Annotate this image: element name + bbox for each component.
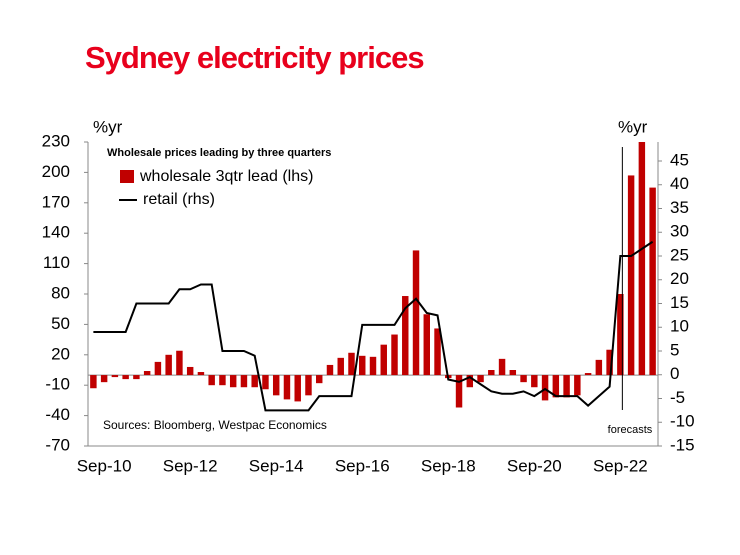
y-tick-label: -70: [45, 435, 70, 454]
y-tick-label: 200: [42, 162, 70, 181]
bar: [186, 366, 194, 376]
y2-tick-label: 45: [670, 150, 689, 169]
bar: [423, 314, 430, 376]
bar: [488, 370, 495, 376]
bar: [272, 375, 280, 396]
bar: [316, 375, 323, 384]
x-tick-label: Sep-12: [163, 456, 218, 475]
y-tick-label: 20: [51, 344, 70, 363]
legend-label: retail (rhs): [143, 191, 215, 208]
x-tick-label: Sep-22: [593, 456, 648, 475]
bar: [229, 375, 237, 388]
legend-swatch: [120, 170, 134, 183]
y-tick-label: 170: [42, 192, 70, 211]
bar: [122, 375, 129, 380]
bar: [165, 354, 172, 376]
bar: [176, 350, 183, 376]
source: Sources: Bloomberg, Westpac Economics: [103, 418, 327, 432]
bar: [305, 375, 312, 396]
y-tick-label: -40: [45, 405, 70, 424]
x-tick-label: Sep-14: [249, 456, 304, 475]
y2-axis-label: %yr: [618, 117, 648, 136]
y-tick-label: 140: [42, 223, 70, 242]
x-tick-label: Sep-20: [507, 456, 562, 475]
y2-tick-label: -5: [670, 388, 685, 407]
legend-label: wholesale 3qtr lead (lhs): [139, 168, 313, 185]
y2-tick-label: 15: [670, 293, 689, 312]
line: [93, 240, 654, 412]
x-tick-label: Sep-10: [77, 456, 132, 475]
forecast-label: forecasts: [608, 424, 653, 436]
y-tick-label: 230: [42, 131, 70, 150]
bar: [133, 375, 140, 380]
bar: [509, 370, 517, 376]
bar: [563, 375, 570, 398]
bar: [154, 361, 162, 376]
bar: [143, 371, 151, 376]
bar: [380, 344, 387, 376]
bar: [219, 375, 226, 386]
y2-tick-label: 20: [670, 269, 689, 288]
bar: [617, 294, 624, 376]
y-tick-label: 80: [51, 283, 70, 302]
y-axis-label: %yr: [93, 117, 123, 136]
y2-tick-label: -15: [670, 435, 695, 454]
bar: [294, 375, 301, 402]
y2-tick-label: 10: [670, 317, 689, 336]
bar: [402, 296, 409, 376]
y2-tick-label: 5: [670, 340, 679, 359]
y2-tick-label: 0: [670, 364, 679, 383]
bar: [627, 175, 635, 376]
bar: [584, 373, 592, 376]
bar: [391, 334, 398, 376]
bar: [359, 355, 366, 376]
y-tick-label: 50: [51, 314, 70, 333]
bar: [466, 375, 474, 388]
bar: [251, 375, 258, 388]
annotation: Wholesale prices leading by three quarte…: [107, 147, 331, 159]
bar: [412, 250, 420, 376]
bar: [531, 375, 538, 388]
y2-tick-label: 30: [670, 222, 689, 241]
bar: [348, 352, 355, 376]
bar: [240, 375, 248, 388]
bar: [606, 349, 613, 376]
bar: [520, 375, 527, 383]
bar: [434, 328, 441, 376]
chart-title: Sydney electricity prices: [85, 40, 424, 75]
bar: [208, 375, 215, 386]
bar: [100, 375, 108, 383]
bar: [638, 142, 646, 376]
x-tick-label: Sep-16: [335, 456, 390, 475]
bar: [541, 375, 549, 401]
bar: [574, 375, 581, 396]
bar: [369, 356, 377, 376]
x-tick-label: Sep-18: [421, 456, 476, 475]
bar: [111, 375, 119, 378]
bar: [326, 364, 334, 376]
bar: [455, 375, 463, 408]
bar: [552, 375, 560, 398]
bar: [498, 358, 506, 376]
y-tick-label: 110: [43, 253, 70, 272]
y2-tick-label: 35: [670, 198, 689, 217]
y2-tick-label: 25: [670, 245, 689, 264]
bar: [90, 375, 97, 389]
bar: [649, 187, 656, 376]
y-tick-label: -10: [45, 375, 70, 394]
bar: [283, 375, 291, 400]
bar: [197, 372, 205, 376]
bar: [595, 359, 603, 376]
y2-tick-label: -10: [670, 412, 695, 431]
y2-tick-label: 40: [670, 174, 689, 193]
bar: [337, 357, 344, 376]
bar: [262, 375, 269, 390]
bar: [477, 375, 484, 383]
